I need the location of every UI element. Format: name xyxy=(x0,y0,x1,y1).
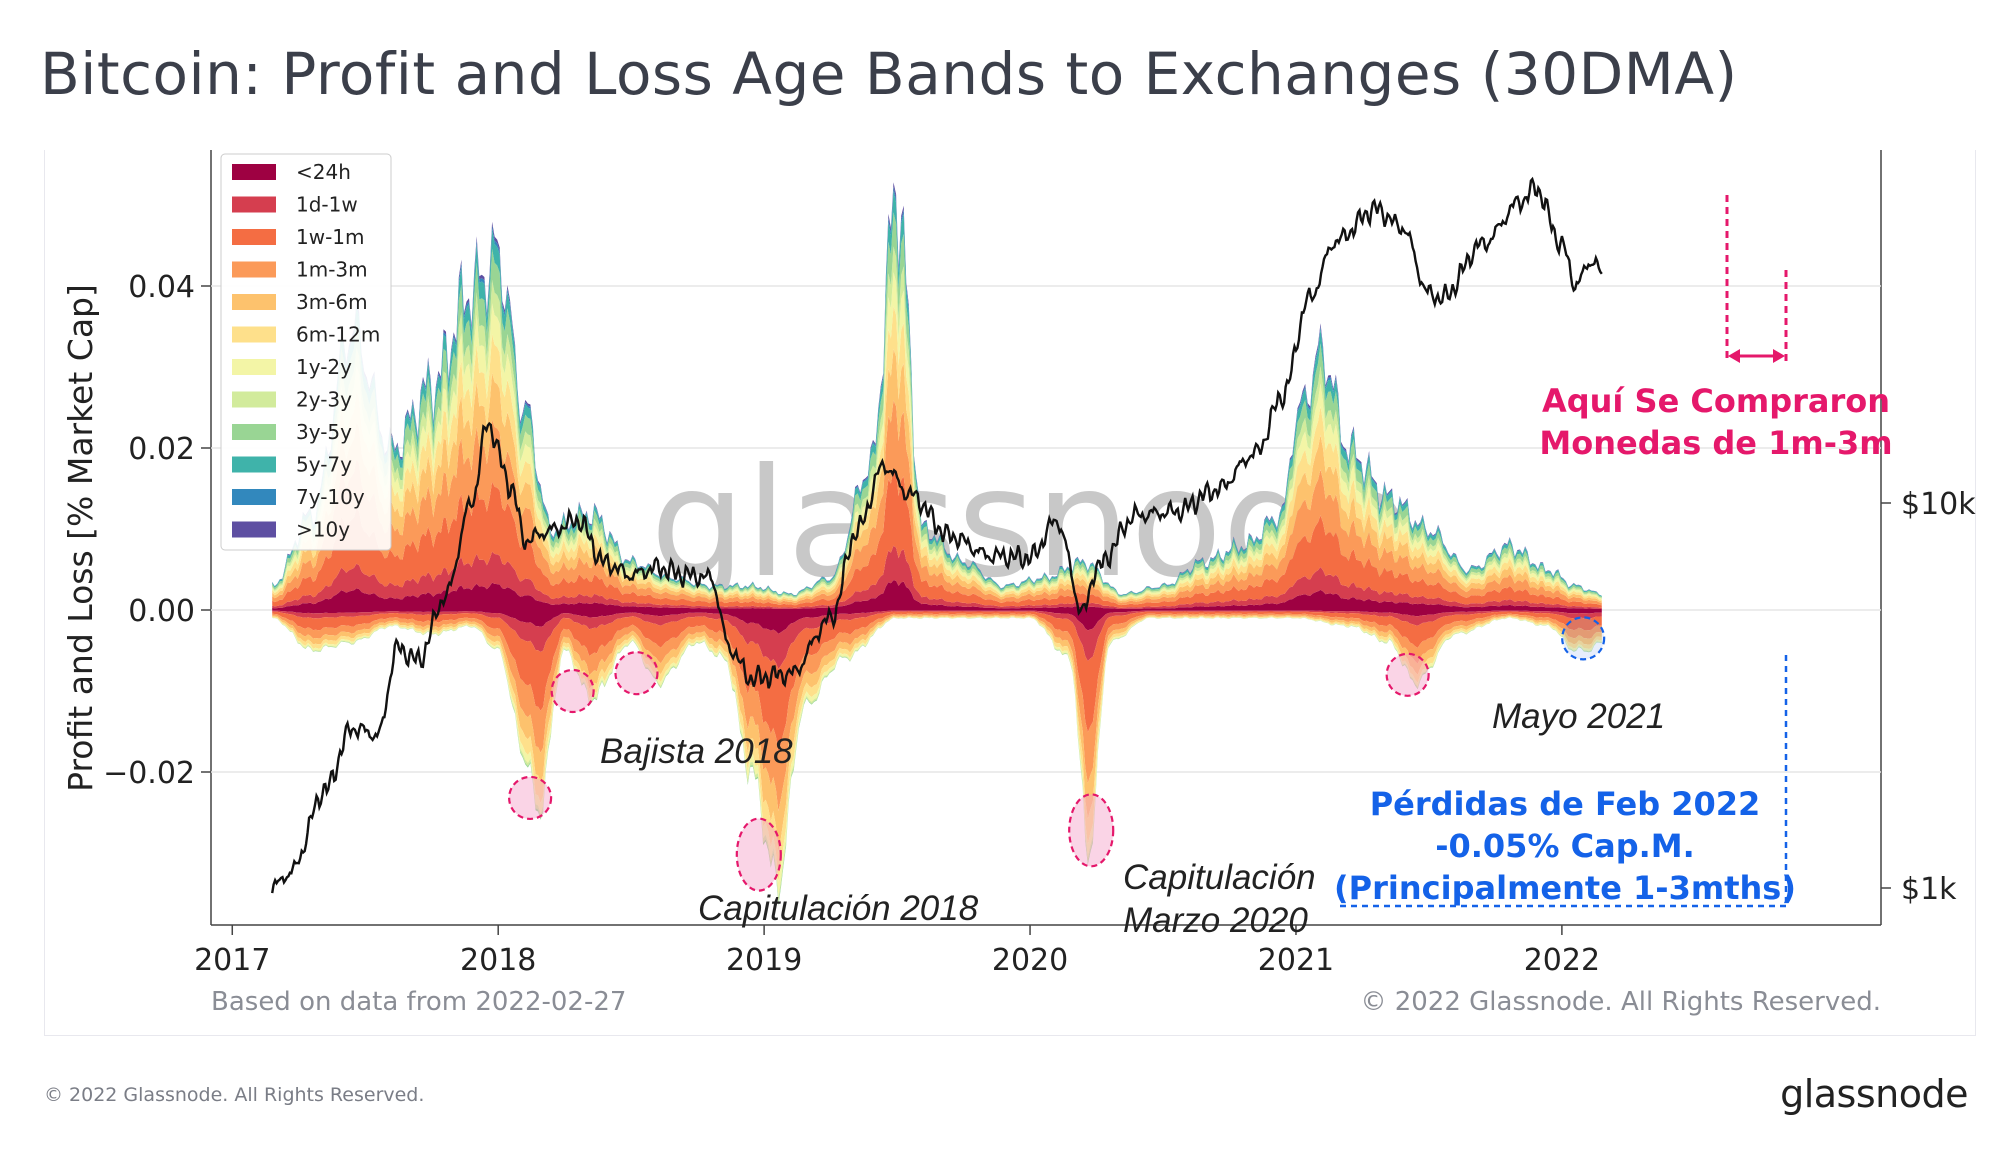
loss-band-<24h xyxy=(272,610,1602,634)
legend-label: 3m-6m xyxy=(296,290,368,314)
profit-band-1y-2y xyxy=(272,272,1602,600)
pink-arrow-head-right xyxy=(1773,349,1785,363)
annotations: Bajista 2018 Capitulación 2018 Capitulac… xyxy=(600,195,1893,940)
annotation-compraron-l2: Monedas de 1m-3m xyxy=(1539,424,1892,462)
legend-label: >10y xyxy=(296,518,350,542)
highlight-circles xyxy=(508,616,1606,892)
right-tick-label: $10k xyxy=(1901,487,1976,522)
x-tick-label: 2019 xyxy=(726,943,802,978)
profit-band-1d-1w xyxy=(272,545,1602,609)
legend-label: 6m-12m xyxy=(296,323,380,347)
legend-label: 1d-1w xyxy=(296,193,358,217)
profit-band-6m-12m xyxy=(272,306,1602,602)
page-title: Bitcoin: Profit and Loss Age Bands to Ex… xyxy=(40,40,1738,108)
legend-box xyxy=(220,153,392,551)
right-tick-label: $1k xyxy=(1901,872,1957,907)
loss-band-1d-1w xyxy=(272,610,1602,670)
legend-swatch xyxy=(232,229,276,245)
legend-label: 7y-10y xyxy=(296,485,365,509)
y-axis-label: Profit and Loss [% Market Cap] xyxy=(61,284,100,792)
annotation-mayo-2021: Mayo 2021 xyxy=(1492,697,1665,736)
highlight-circle xyxy=(735,817,782,892)
profit-band-3y-5y xyxy=(272,212,1602,598)
highlight-circle xyxy=(1068,793,1115,868)
x-tick-label: 2017 xyxy=(194,943,270,978)
loss-band-1m-3m xyxy=(272,613,1602,812)
legend-swatch xyxy=(232,196,276,213)
y-tick-label: −0.02 xyxy=(103,756,195,791)
legend: <24h 1d-1w 1w-1m 1m-3m 3m-6m 6m-12m 1y-2y 2y-3y… xyxy=(220,153,392,551)
legend-label: <24h xyxy=(296,160,351,184)
loss-band-1w-1m xyxy=(272,611,1602,752)
glassnode-logo: glassnode xyxy=(1780,1072,1968,1116)
annotation-capitulacion-2020-l2: Marzo 2020 xyxy=(1123,901,1308,940)
profit-band-1w-1m xyxy=(272,468,1602,608)
legend-swatch xyxy=(232,164,276,180)
price-series xyxy=(271,176,1603,894)
x-tick-label: 2020 xyxy=(992,943,1068,978)
annotation-perdidas-l3: (Principalmente 1-3mths) xyxy=(1334,869,1796,907)
legend-swatch xyxy=(232,261,276,278)
legend-label: 5y-7y xyxy=(296,453,352,477)
legend-label: 1m-3m xyxy=(296,258,368,282)
profit-band-<24h xyxy=(272,580,1602,610)
profit-band-1m-3m xyxy=(272,400,1602,606)
legend-swatch xyxy=(232,489,276,505)
legend-swatch xyxy=(232,521,276,538)
annotation-perdidas-l2: -0.05% Cap.M. xyxy=(1435,827,1695,865)
axis-ticks: 0.04 0.02 0.00 −0.02 2017 2018 2019 2020 2021 202… xyxy=(103,270,1976,978)
legend-swatch xyxy=(232,456,276,473)
pink-arrow-head-left xyxy=(1728,349,1740,363)
profit-band-3m-6m xyxy=(272,349,1602,603)
annotation-capitulacion-2018: Capitulación 2018 xyxy=(698,889,979,928)
highlight-circle xyxy=(508,775,553,821)
footer-copyright: © 2022 Glassnode. All Rights Reserved. xyxy=(44,1084,425,1106)
x-tick-label: 2022 xyxy=(1524,943,1600,978)
profit-band-2y-3y xyxy=(272,246,1602,599)
annotation-capitulacion-2020-l1: Capitulación xyxy=(1123,858,1316,897)
chart-panel xyxy=(44,150,1976,1036)
highlight-circle xyxy=(1561,616,1606,661)
source-note: Based on data from 2022-02-27 xyxy=(211,987,626,1017)
legend-label: 1w-1m xyxy=(296,225,365,249)
x-tick-label: 2018 xyxy=(460,943,536,978)
annotation-perdidas-l1: Pérdidas de Feb 2022 xyxy=(1370,785,1761,823)
pnl-bands xyxy=(272,182,1602,906)
legend-label: 3y-5y xyxy=(296,420,352,444)
price-line xyxy=(271,176,1603,894)
highlight-circle xyxy=(550,668,595,714)
highlight-circle xyxy=(614,651,659,696)
legend-swatch xyxy=(232,359,276,375)
legend-swatch xyxy=(232,326,276,343)
annotation-compraron-l1: Aquí Se Compraron xyxy=(1542,382,1890,420)
y-tick-label: 0.00 xyxy=(128,594,195,629)
y-tick-label: 0.02 xyxy=(128,432,195,467)
chart-copyright: © 2022 Glassnode. All Rights Reserved. xyxy=(1360,987,1881,1017)
legend-label: 2y-3y xyxy=(296,388,352,412)
legend-swatch xyxy=(232,294,276,310)
x-tick-label: 2021 xyxy=(1258,943,1334,978)
legend-swatch xyxy=(232,391,276,408)
legend-label: 1y-2y xyxy=(296,355,352,379)
highlight-circle xyxy=(1385,652,1430,697)
annotation-bajista-2018: Bajista 2018 xyxy=(600,732,793,771)
legend-swatch xyxy=(232,424,276,440)
y-tick-label: 0.04 xyxy=(128,270,195,305)
